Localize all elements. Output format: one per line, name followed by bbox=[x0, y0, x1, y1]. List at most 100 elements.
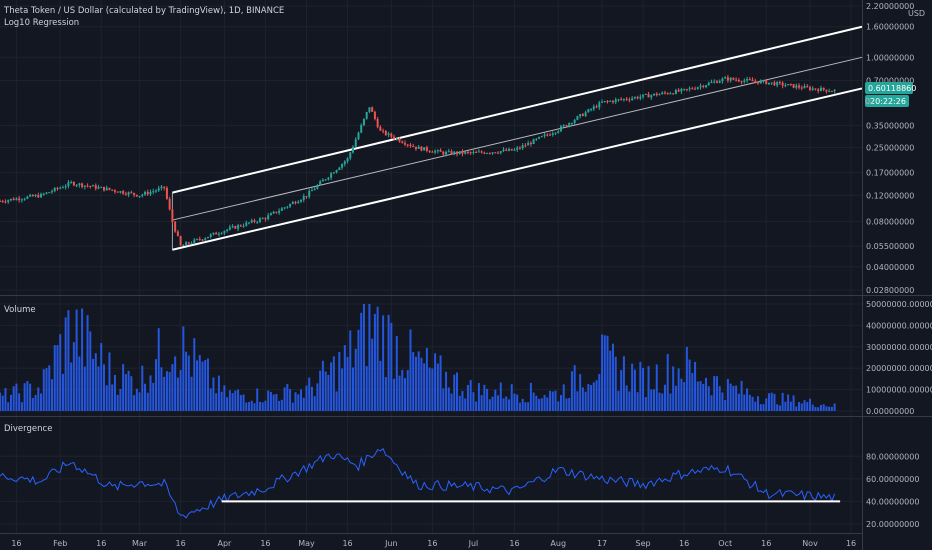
candle-body bbox=[538, 136, 541, 139]
volume-bar bbox=[406, 370, 409, 411]
volume-bar bbox=[579, 374, 582, 411]
candle-body bbox=[302, 196, 305, 200]
candle-body bbox=[245, 222, 248, 226]
volume-pane-label[interactable]: Volume bbox=[4, 305, 36, 315]
volume-bar bbox=[141, 365, 144, 411]
candle-body bbox=[250, 220, 253, 223]
candle-body bbox=[7, 200, 10, 202]
candle-body bbox=[141, 194, 144, 197]
volume-bar bbox=[48, 365, 51, 411]
candle-body bbox=[628, 99, 631, 101]
candle-body bbox=[532, 139, 535, 145]
volume-bar bbox=[171, 364, 174, 411]
volume-bar bbox=[330, 362, 333, 411]
candle-body bbox=[611, 100, 614, 103]
candle-body bbox=[499, 151, 502, 153]
regression-mid-line[interactable] bbox=[172, 56, 863, 221]
candle-body bbox=[442, 151, 445, 155]
volume-bar bbox=[349, 330, 352, 411]
candle-body bbox=[97, 187, 100, 189]
time-tick-label: Aug bbox=[550, 539, 566, 548]
candle-body bbox=[729, 77, 732, 81]
candle-body bbox=[609, 100, 612, 102]
volume-bar bbox=[357, 329, 360, 411]
volume-bar bbox=[187, 355, 190, 411]
volume-axis[interactable]: 50000000.00000000 40000000.00000000 300000… bbox=[866, 300, 932, 416]
volume-bar bbox=[108, 352, 111, 411]
volume-bar bbox=[625, 385, 628, 411]
candle-body bbox=[647, 94, 650, 98]
volume-bar bbox=[699, 381, 702, 411]
volume-bar bbox=[31, 397, 34, 411]
time-axis[interactable]: 16 Feb 16 Mar 16 Apr 16 May 16 Jun 16 Jul 16 Aug 17 Sep… bbox=[11, 539, 856, 548]
candle-body bbox=[105, 187, 108, 191]
divergence-tick-label: 60.00000000 bbox=[866, 475, 919, 484]
volume-bar bbox=[622, 356, 625, 411]
candle-body bbox=[683, 88, 686, 90]
volume-bar bbox=[228, 390, 231, 411]
volume-bar bbox=[220, 391, 223, 411]
volume-bar bbox=[431, 368, 434, 411]
candle-body bbox=[376, 118, 379, 128]
time-tick-label: Jul bbox=[468, 539, 479, 548]
candle-body bbox=[620, 99, 623, 101]
candle-body bbox=[436, 150, 439, 152]
volume-bar bbox=[176, 377, 179, 411]
volume-bar bbox=[480, 395, 483, 411]
divergence-tick-label: 20.00000000 bbox=[866, 520, 919, 529]
volume-bar bbox=[343, 345, 346, 411]
candle-body bbox=[212, 232, 215, 235]
candle-body bbox=[702, 85, 705, 87]
volume-bar bbox=[297, 394, 300, 411]
volume-bar bbox=[543, 394, 546, 411]
candle-body bbox=[658, 93, 661, 96]
candle-body bbox=[502, 149, 505, 152]
volume-bar bbox=[1, 395, 4, 411]
candle-body bbox=[122, 191, 125, 194]
candle-body bbox=[75, 185, 78, 187]
candle-body bbox=[163, 186, 166, 188]
candle-body bbox=[458, 151, 461, 154]
regression-upper-line[interactable] bbox=[172, 25, 863, 194]
price-tick-label: 0.08000000 bbox=[866, 218, 914, 227]
volume-bar bbox=[53, 345, 56, 411]
divergence-axis[interactable]: 80.00000000 60.00000000 40.00000000 20.0000… bbox=[866, 452, 919, 529]
price-axis[interactable]: 2.20000000 1.60000000 1.00000000 0.70000000… bbox=[866, 2, 914, 295]
volume-bar bbox=[718, 386, 721, 411]
volume-bar bbox=[223, 385, 226, 411]
candle-body bbox=[332, 172, 335, 174]
volume-bar bbox=[513, 393, 516, 411]
volume-bar bbox=[116, 394, 119, 411]
volume-bar bbox=[658, 392, 661, 411]
divergence-pane-label[interactable]: Divergence bbox=[4, 424, 52, 434]
candle-body bbox=[89, 185, 92, 187]
candle-body bbox=[50, 191, 53, 193]
candle-body bbox=[633, 96, 636, 99]
volume-bar bbox=[653, 389, 656, 411]
volume-bar bbox=[516, 394, 519, 411]
volume-bar bbox=[7, 402, 10, 411]
volume-bar bbox=[540, 398, 543, 411]
candle-body bbox=[759, 80, 762, 84]
candle-body bbox=[592, 106, 595, 110]
volume-bar bbox=[20, 402, 23, 411]
volume-bar bbox=[201, 361, 204, 411]
regression-lower-line[interactable] bbox=[172, 87, 863, 251]
candle-body bbox=[289, 203, 292, 207]
candle-body bbox=[776, 82, 779, 86]
price-tick-label: 0.02800000 bbox=[866, 286, 914, 295]
candle-body bbox=[603, 101, 606, 103]
candle-body bbox=[726, 77, 729, 81]
price-tick-label: 0.35000000 bbox=[866, 122, 914, 131]
volume-bar bbox=[822, 404, 825, 411]
candle-body bbox=[570, 122, 573, 124]
candle-body bbox=[625, 98, 628, 100]
candle-body bbox=[360, 125, 363, 133]
volume-bar bbox=[102, 364, 105, 411]
candle-body bbox=[15, 198, 18, 201]
candle-body bbox=[12, 198, 15, 201]
volume-bar bbox=[450, 393, 453, 411]
indicator-label[interactable]: Log10 Regression bbox=[4, 18, 79, 28]
candle-body bbox=[220, 233, 223, 235]
